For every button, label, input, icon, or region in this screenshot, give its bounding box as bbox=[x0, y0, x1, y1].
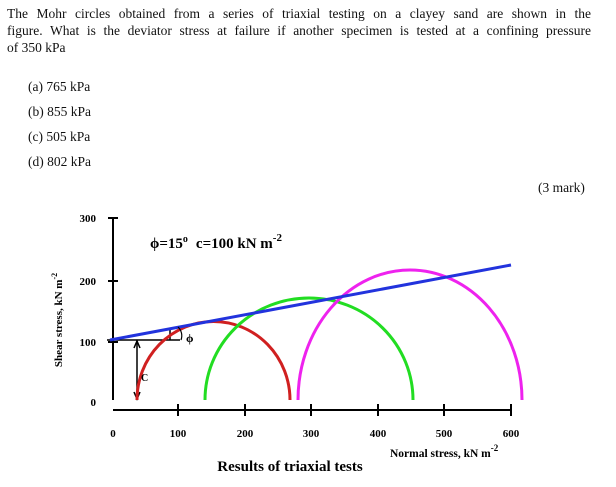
y-tick-label: 0 bbox=[91, 397, 97, 409]
x-tick-label: 600 bbox=[503, 428, 520, 440]
question-line: figure. What is the deviator stress at f… bbox=[7, 23, 591, 38]
x-tick-label: 100 bbox=[170, 428, 187, 440]
formula: ϕ=15o c=100 kN m-2 bbox=[150, 232, 282, 252]
mohr-circle bbox=[203, 296, 415, 401]
figure-caption: Results of triaxial tests bbox=[217, 459, 363, 475]
option: (d) 802 kPa bbox=[28, 154, 91, 169]
x-tick-label: 0 bbox=[110, 428, 116, 440]
mohr-circle bbox=[296, 268, 524, 401]
x-tick-label: 200 bbox=[237, 428, 254, 440]
phi-label: ϕ bbox=[186, 331, 194, 345]
c-label: C bbox=[141, 373, 148, 384]
y-tick-label: 100 bbox=[80, 337, 97, 349]
option: (b) 855 kPa bbox=[28, 104, 91, 119]
mark: (3 mark) bbox=[538, 180, 585, 195]
option: (a) 765 kPa bbox=[28, 79, 91, 94]
x-tick-label: 300 bbox=[303, 428, 320, 440]
option: (c) 505 kPa bbox=[28, 129, 91, 144]
question-line: of 350 kPa bbox=[7, 40, 66, 55]
y-axis-label: Shear stress, kN m-2 bbox=[50, 273, 65, 367]
y-tick-label: 200 bbox=[80, 276, 97, 288]
x-tick-label: 400 bbox=[370, 428, 387, 440]
failure-envelope bbox=[109, 263, 512, 342]
x-axis-label: Normal stress, kN m-2 bbox=[390, 443, 499, 460]
x-tick-label: 500 bbox=[436, 428, 453, 440]
question-line: The Mohr circles obtained from a series … bbox=[7, 6, 591, 21]
y-tick-label: 300 bbox=[80, 213, 97, 225]
